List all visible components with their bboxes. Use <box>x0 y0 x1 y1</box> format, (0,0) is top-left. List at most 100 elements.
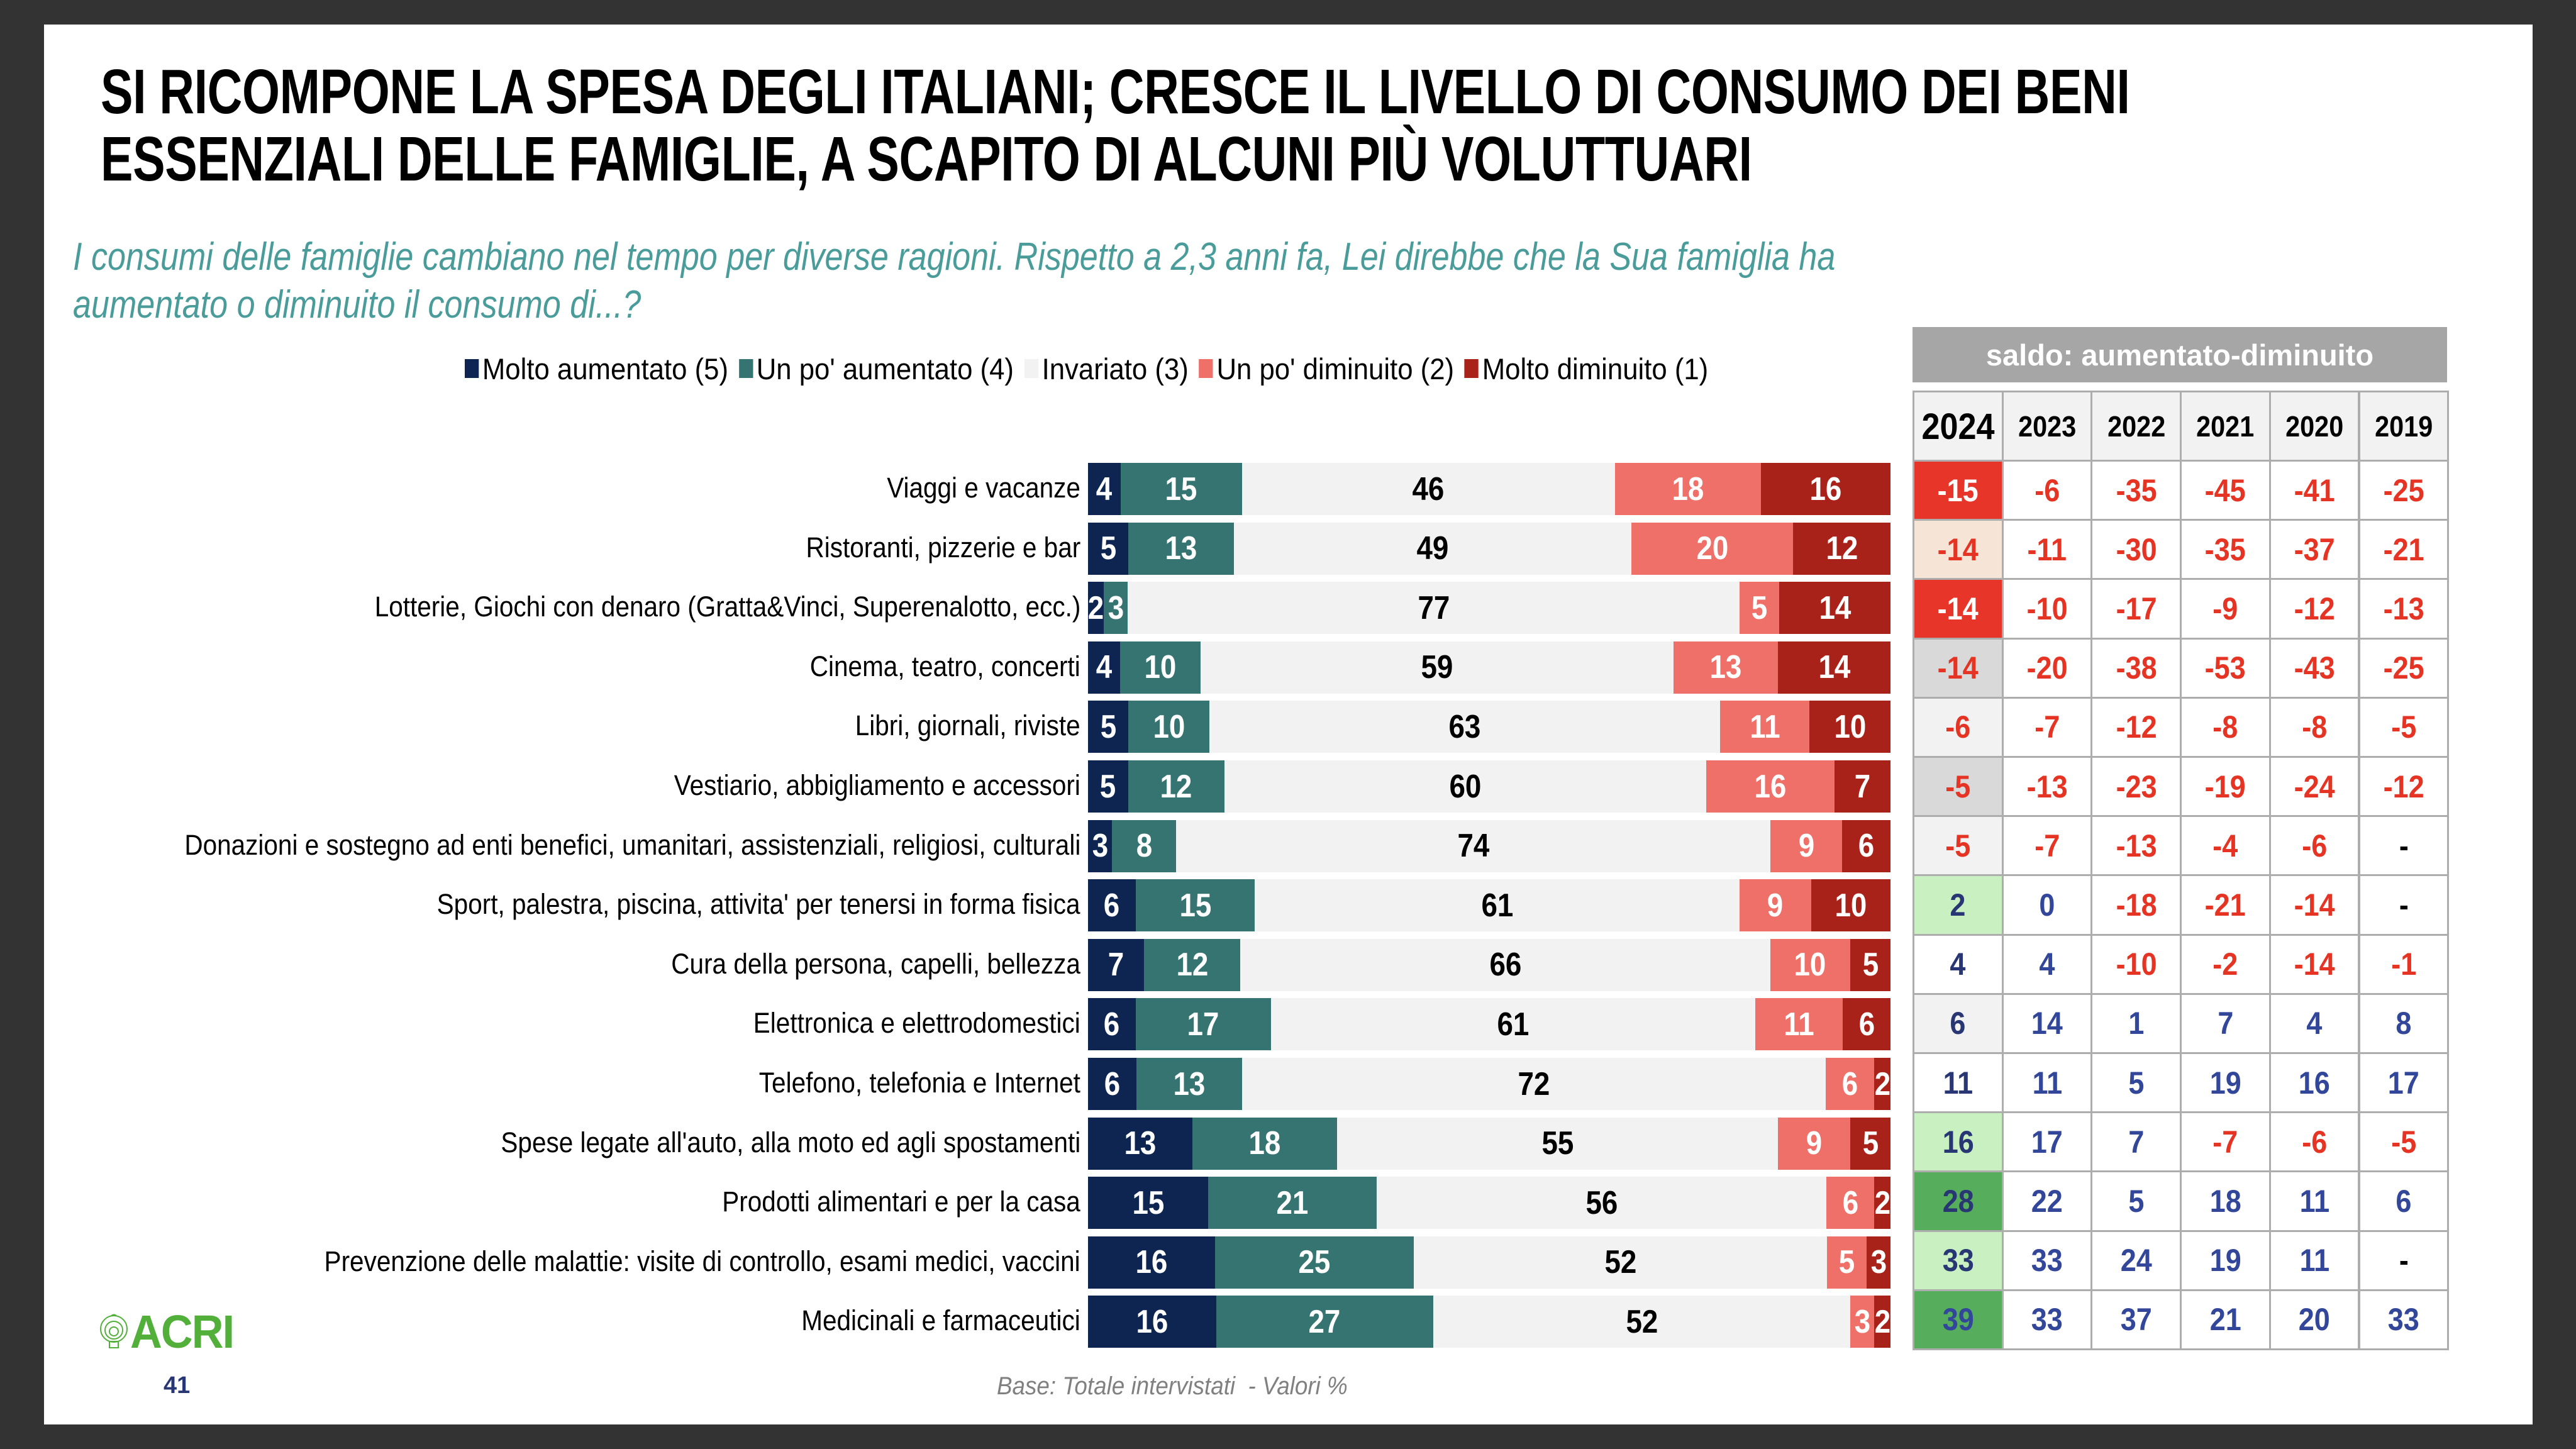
saldo-value: 33 <box>2387 1302 2419 1338</box>
bar-segment-invariato: 74 <box>1176 819 1770 872</box>
saldo-cell: 5 <box>2090 1052 2182 1114</box>
saldo-cell: -14 <box>2268 874 2360 936</box>
saldo-cell: 11 <box>2268 1170 2360 1232</box>
saldo-table-title: saldo: aumentato-diminuito <box>1913 327 2447 382</box>
saldo-value: 17 <box>2387 1065 2419 1101</box>
saldo-value: -13 <box>2116 828 2157 863</box>
bar-segment-invariato: 66 <box>1240 938 1770 991</box>
saldo-value: 5 <box>2128 1065 2145 1101</box>
saldo-cell: 14 <box>2001 992 2093 1054</box>
year-header-label: 2021 <box>2196 410 2255 443</box>
saldo-value: -24 <box>2294 769 2335 804</box>
saldo-value: -6 <box>2302 828 2328 863</box>
saldo-value: 20 <box>2299 1302 2331 1338</box>
saldo-value: 33 <box>1942 1243 1974 1279</box>
saldo-value: 5 <box>2128 1183 2145 1219</box>
saldo-value: -4 <box>2212 828 2238 863</box>
bar-value-label: 16 <box>1754 768 1787 805</box>
saldo-cell: -35 <box>2180 519 2271 580</box>
saldo-cell: 6 <box>2358 1170 2450 1232</box>
bar-segment-molto_diminuito: 3 <box>1867 1236 1890 1289</box>
legend-swatch <box>738 359 753 378</box>
bar-value-label: 18 <box>1672 470 1704 508</box>
bar-value-label: 9 <box>1798 828 1814 865</box>
bar-segment-molto_diminuito: 14 <box>1778 641 1890 694</box>
saldo-cell: -12 <box>2268 578 2360 640</box>
bar-segment-un_po_diminuito: 9 <box>1739 879 1811 932</box>
saldo-cell: 33 <box>2358 1289 2450 1350</box>
saldo-cell: -13 <box>2358 578 2450 640</box>
bar-segment-invariato: 56 <box>1377 1177 1826 1230</box>
bar-value-label: 6 <box>1841 1065 1858 1102</box>
saldo-value: 4 <box>2306 1006 2323 1041</box>
bar-segment-invariato: 61 <box>1255 879 1740 932</box>
saldo-value: 28 <box>1942 1183 1974 1219</box>
category-label: Medicinali e farmaceutici <box>801 1304 1080 1337</box>
saldo-value: -17 <box>2116 591 2157 626</box>
saldo-value: -2 <box>2212 947 2238 982</box>
bar-value-label: 2 <box>1874 1303 1890 1340</box>
year-header-label: 2019 <box>2374 410 2433 443</box>
category-label: Spese legate all'auto, alla moto ed agli… <box>501 1126 1080 1158</box>
bar-value-label: 13 <box>1709 649 1742 686</box>
bar-value-label: 6 <box>1104 1006 1120 1043</box>
legend-swatch <box>465 359 479 378</box>
legend-item-un-po-aumentato: Un po' aumentato (4) <box>738 352 1014 386</box>
bar-segment-invariato: 52 <box>1413 1236 1827 1289</box>
bar-value-label: 2 <box>1874 1065 1890 1102</box>
saldo-value: -10 <box>2116 947 2157 982</box>
saldo-value: 17 <box>2031 1124 2063 1160</box>
bar-segment-un_po_aumentato: 27 <box>1216 1296 1433 1348</box>
bar-value-label: 18 <box>1248 1125 1281 1162</box>
saldo-value: -11 <box>2027 531 2067 567</box>
bar-segment-un_po_diminuito: 6 <box>1826 1177 1875 1230</box>
bar-value-label: 12 <box>1160 768 1192 805</box>
saldo-cell: -53 <box>2180 637 2271 699</box>
saldo-cell: -21 <box>2180 874 2271 936</box>
bar-value-label: 5 <box>1862 1125 1879 1162</box>
year-header-label: 2020 <box>2285 410 2344 443</box>
bar-segment-un_po_aumentato: 3 <box>1104 582 1128 635</box>
bar-value-label: 8 <box>1136 828 1153 865</box>
bar-segment-un_po_diminuito: 9 <box>1778 1117 1851 1170</box>
legend-swatch <box>1024 359 1039 378</box>
bar-value-label: 10 <box>1835 887 1867 924</box>
legend-swatch <box>1464 359 1479 378</box>
bar-value-label: 11 <box>1784 1006 1814 1043</box>
bar-segment-invariato: 52 <box>1433 1296 1851 1348</box>
saldo-cell: 33 <box>2001 1230 2093 1291</box>
saldo-cell: -23 <box>2090 756 2182 818</box>
legend-item-invariato: Invariato (3) <box>1024 352 1189 386</box>
saldo-cell-2024: -14 <box>1913 637 2004 699</box>
bar-value-label: 6 <box>1104 887 1120 924</box>
bar-value-label: 20 <box>1696 530 1728 567</box>
bar-segment-un_po_aumentato: 17 <box>1135 998 1271 1051</box>
category-label: Cinema, teatro, concerti <box>810 650 1080 682</box>
bar-segment-invariato: 60 <box>1224 760 1706 813</box>
saldo-value: -20 <box>2026 650 2068 686</box>
bar-segment-invariato: 55 <box>1336 1117 1779 1170</box>
page-title-line-2: ESSENZIALI DELLE FAMIGLIE, A SCAPITO DI … <box>101 124 1752 194</box>
saldo-value: -1 <box>2390 947 2416 982</box>
saldo-value: 7 <box>2217 1006 2233 1041</box>
saldo-cell: 19 <box>2180 1052 2271 1114</box>
saldo-cell-2024: 4 <box>1913 933 2004 995</box>
bar-segment-un_po_aumentato: 10 <box>1120 641 1201 694</box>
bar-value-label: 10 <box>1794 947 1826 984</box>
bar-segment-molto_diminuito: 7 <box>1834 760 1890 813</box>
year-header-2021: 2021 <box>2180 391 2271 462</box>
saldo-cell: -8 <box>2268 696 2360 758</box>
saldo-value: -6 <box>2035 472 2060 508</box>
saldo-cell: -1 <box>2358 933 2450 995</box>
category-label: Prodotti alimentari e per la casa <box>722 1185 1080 1218</box>
bar-value-label: 46 <box>1412 470 1445 508</box>
bar-value-label: 56 <box>1585 1184 1618 1221</box>
saldo-cell-2024: -5 <box>1913 756 2004 818</box>
saldo-cell: -25 <box>2358 460 2450 521</box>
year-header-2019: 2019 <box>2358 391 2450 462</box>
saldo-value: 16 <box>1942 1124 1974 1160</box>
saldo-cell: -9 <box>2180 578 2271 640</box>
year-header-label: 2024 <box>1921 406 1995 447</box>
saldo-cell: - <box>2358 815 2450 877</box>
saldo-value: 6 <box>1950 1006 1966 1041</box>
